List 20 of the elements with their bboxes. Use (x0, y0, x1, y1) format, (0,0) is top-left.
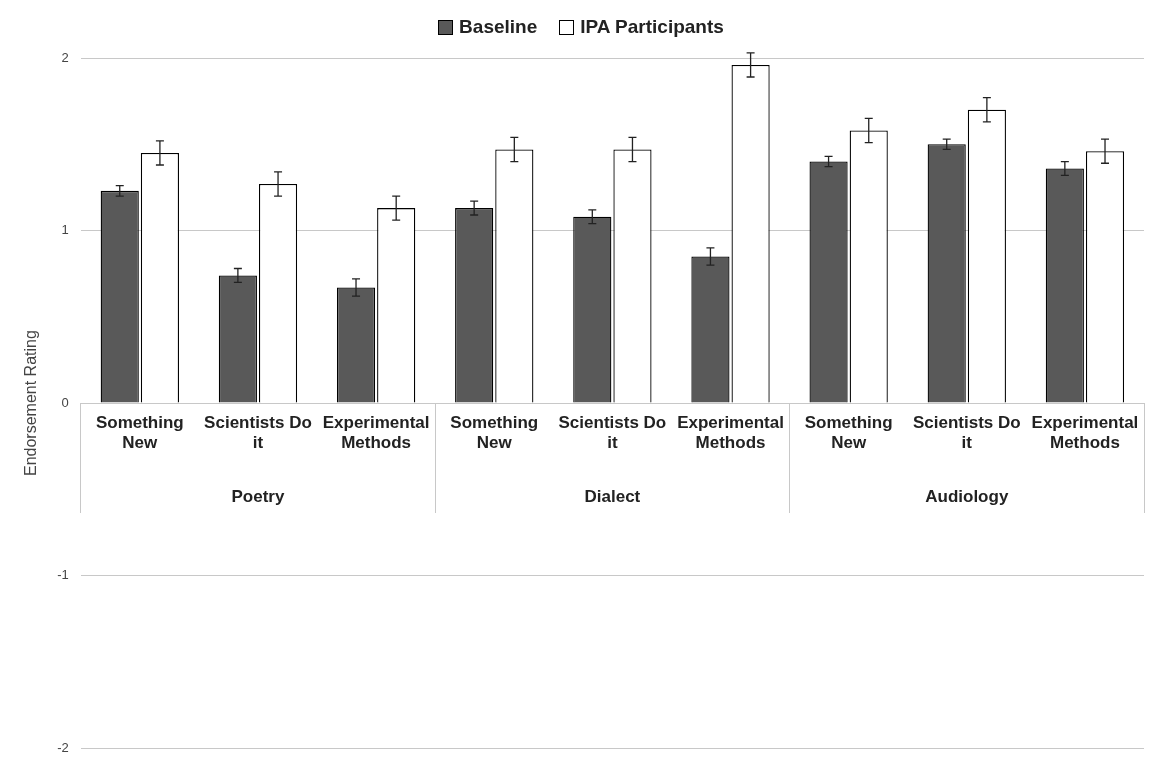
x-tick-label: Experimental Methods (1031, 412, 1139, 453)
y-tick-label: 0 (61, 394, 69, 410)
x-tick-label: Something New (95, 412, 184, 453)
series-label: IPA Participants (580, 16, 724, 38)
x-tick-label: Something New (804, 412, 893, 453)
annotation: Poetry (231, 486, 285, 506)
x-tick-label: Something New (450, 412, 539, 453)
x-tick-label: Scientists Do it (204, 412, 312, 453)
x-tick-label: Scientists Do it (912, 412, 1021, 453)
y-tick-label: -1 (57, 567, 69, 583)
y-tick-label: 2 (61, 49, 69, 65)
annotation: Dialect (584, 486, 641, 506)
y-axis-title: Endorsement Rating (22, 330, 40, 477)
x-tick-label: Experimental Methods (322, 412, 430, 453)
x-tick-label: Scientists Do it (558, 412, 667, 453)
x-tick-label: Experimental Methods (677, 412, 784, 453)
annotation: Audiology (925, 486, 1009, 506)
y-tick-label: -2 (57, 739, 69, 755)
y-tick-label: 1 (61, 222, 69, 238)
legend-label: Baseline (459, 16, 538, 38)
